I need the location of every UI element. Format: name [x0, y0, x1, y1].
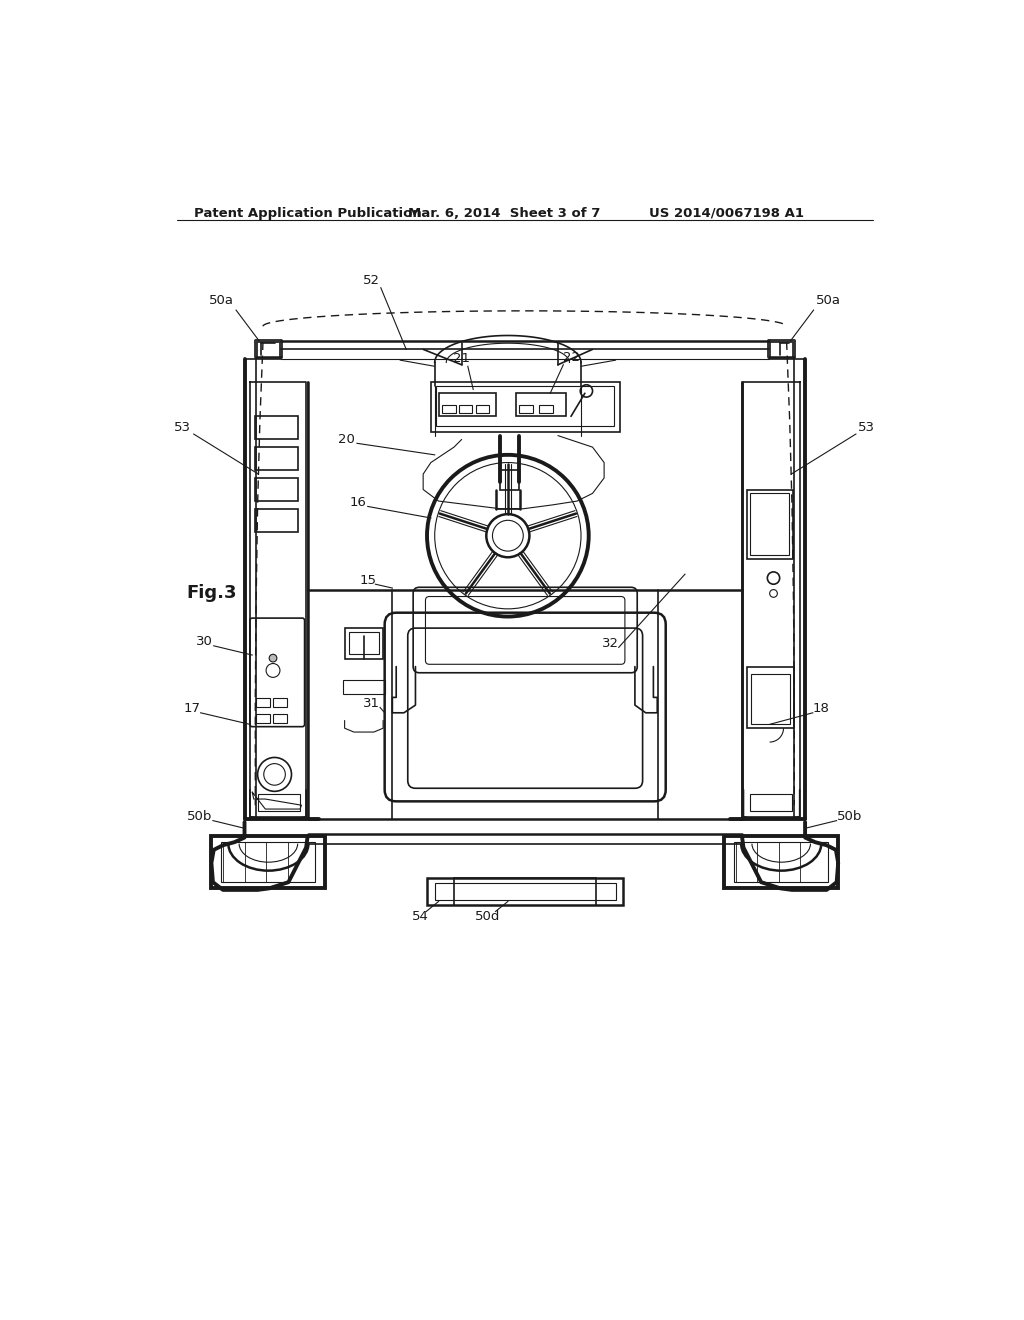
Text: 53: 53: [858, 421, 876, 434]
Bar: [255, 508, 298, 532]
Text: 17: 17: [183, 702, 201, 715]
Text: 15: 15: [360, 574, 377, 587]
Bar: [476, 405, 489, 412]
Text: 21: 21: [454, 352, 470, 366]
Bar: [256, 698, 270, 708]
Text: 50a: 50a: [816, 294, 841, 308]
Text: 32: 32: [602, 638, 618, 649]
Bar: [255, 478, 298, 502]
Bar: [515, 393, 565, 416]
Bar: [343, 681, 385, 694]
Bar: [258, 795, 300, 812]
Bar: [255, 447, 298, 470]
Text: 50b: 50b: [187, 810, 213, 824]
Text: 16: 16: [350, 496, 367, 510]
Bar: [519, 405, 534, 412]
Bar: [724, 836, 839, 888]
Circle shape: [269, 655, 276, 663]
Bar: [255, 416, 298, 440]
Bar: [435, 883, 615, 900]
Bar: [751, 494, 788, 554]
Bar: [256, 714, 270, 723]
Text: 31: 31: [364, 697, 380, 710]
Bar: [427, 878, 624, 906]
Text: 20: 20: [338, 433, 354, 446]
Bar: [500, 470, 519, 490]
Text: 50b: 50b: [837, 810, 862, 824]
Text: 50d: 50d: [475, 911, 501, 924]
Bar: [746, 667, 795, 729]
Bar: [345, 628, 383, 659]
Text: 50a: 50a: [209, 294, 233, 308]
Text: Patent Application Publication: Patent Application Publication: [195, 207, 422, 220]
Bar: [438, 393, 497, 416]
Bar: [539, 405, 553, 412]
Bar: [211, 836, 326, 888]
Text: 22: 22: [563, 351, 581, 363]
Text: 54: 54: [412, 911, 428, 924]
Bar: [734, 842, 828, 882]
Text: 18: 18: [813, 702, 829, 715]
Bar: [436, 387, 614, 426]
Bar: [752, 673, 790, 723]
Bar: [460, 405, 472, 412]
Text: Fig.3: Fig.3: [186, 585, 237, 602]
Bar: [750, 795, 792, 812]
Bar: [349, 632, 379, 653]
Bar: [273, 698, 287, 708]
Text: 52: 52: [364, 273, 380, 286]
Text: US 2014/0067198 A1: US 2014/0067198 A1: [649, 207, 804, 220]
Bar: [431, 381, 620, 432]
Bar: [746, 490, 793, 558]
Text: 30: 30: [196, 635, 213, 648]
Text: Mar. 6, 2014  Sheet 3 of 7: Mar. 6, 2014 Sheet 3 of 7: [408, 207, 600, 220]
Bar: [221, 842, 315, 882]
Text: 53: 53: [174, 421, 191, 434]
Bar: [442, 405, 456, 412]
Bar: [273, 714, 287, 723]
